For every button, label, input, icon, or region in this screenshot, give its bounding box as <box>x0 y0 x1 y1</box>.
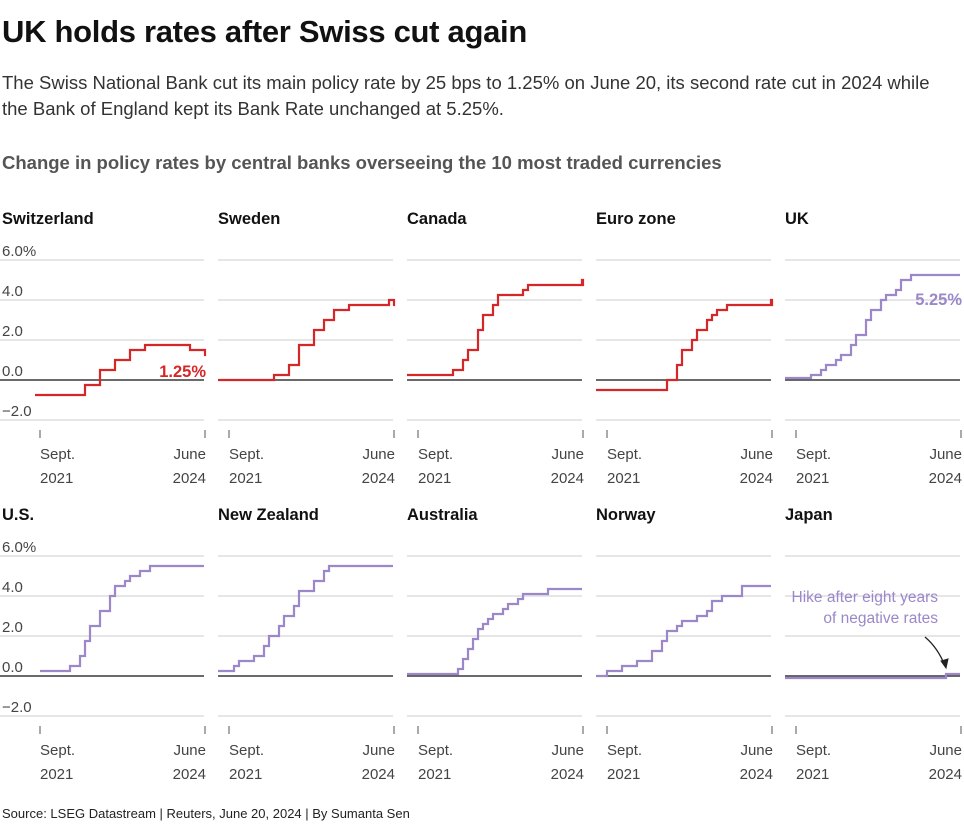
x-tick-label: 2024 <box>929 766 962 783</box>
annotation-text: Hike after eight years <box>792 589 939 606</box>
y-tick-label: −2.0 <box>2 403 32 420</box>
series-line <box>407 278 585 377</box>
y-tick-label: −2.0 <box>2 699 32 716</box>
y-tick-label: 0.0 <box>2 363 23 380</box>
panel-title: New Zealand <box>218 506 319 524</box>
x-tick-label: June <box>173 742 206 759</box>
x-tick-label: 2021 <box>607 470 640 487</box>
chart-title: UK holds rates after Swiss cut again <box>2 14 527 49</box>
series-line <box>40 564 204 673</box>
x-tick-label: Sept. <box>607 446 642 463</box>
x-tick-label: 2024 <box>740 470 773 487</box>
series-line <box>596 584 771 678</box>
x-tick-label: Sept. <box>418 742 453 759</box>
x-tick-label: 2021 <box>40 470 73 487</box>
x-tick-label: June <box>362 446 395 463</box>
x-tick-label: June <box>173 446 206 463</box>
panel-title: Sweden <box>218 210 280 228</box>
panel-title: Australia <box>407 506 478 524</box>
x-tick-label: June <box>551 446 584 463</box>
x-tick-label: Sept. <box>418 446 453 463</box>
x-tick-label: 2024 <box>740 766 773 783</box>
end-value-label: 5.25% <box>915 291 962 309</box>
x-tick-label: 2021 <box>229 766 262 783</box>
panel-title: Switzerland <box>2 210 94 228</box>
x-tick-label: 2021 <box>418 470 451 487</box>
x-tick-label: 2021 <box>418 766 451 783</box>
series-line <box>218 564 393 673</box>
y-tick-label: 0.0 <box>2 659 23 676</box>
chart-subtitle: The Swiss National Bank cut its main pol… <box>2 72 930 119</box>
panel-title: Japan <box>785 506 833 524</box>
x-tick-label: Sept. <box>229 446 264 463</box>
x-tick-label: Sept. <box>229 742 264 759</box>
panel-title: Euro zone <box>596 210 676 228</box>
x-tick-label: June <box>362 742 395 759</box>
x-tick-label: 2021 <box>796 470 829 487</box>
x-tick-label: 2021 <box>796 766 829 783</box>
source-note: Source: LSEG Datastream | Reuters, June … <box>2 806 410 821</box>
series-line <box>785 273 960 380</box>
y-tick-label: 6.0% <box>2 243 36 260</box>
x-tick-label: 2024 <box>551 470 584 487</box>
x-tick-label: 2021 <box>40 766 73 783</box>
y-tick-label: 4.0 <box>2 283 23 300</box>
annotation-arrowhead <box>940 658 949 670</box>
x-tick-label: 2021 <box>607 766 640 783</box>
series-line <box>407 587 582 676</box>
y-tick-label: 4.0 <box>2 579 23 596</box>
x-tick-label: 2024 <box>362 470 395 487</box>
x-tick-label: Sept. <box>40 446 75 463</box>
x-tick-label: 2021 <box>229 470 262 487</box>
x-tick-label: 2024 <box>362 766 395 783</box>
y-tick-label: 2.0 <box>2 323 23 340</box>
x-tick-label: June <box>551 742 584 759</box>
x-tick-label: 2024 <box>929 470 962 487</box>
x-tick-label: Sept. <box>607 742 642 759</box>
x-tick-label: June <box>740 446 773 463</box>
y-tick-label: 2.0 <box>2 619 23 636</box>
chart-heading: Change in policy rates by central banks … <box>2 152 722 173</box>
x-tick-label: Sept. <box>40 742 75 759</box>
end-value-label: 1.25% <box>159 363 206 381</box>
x-tick-label: 2024 <box>551 766 584 783</box>
series-line <box>596 298 774 392</box>
x-tick-label: June <box>740 742 773 759</box>
panel-title: U.S. <box>2 506 34 524</box>
x-tick-label: June <box>929 742 962 759</box>
x-tick-label: June <box>929 446 962 463</box>
panel-title: Norway <box>596 506 656 524</box>
panel-title: UK <box>785 210 809 228</box>
x-tick-label: Sept. <box>796 446 831 463</box>
series-line <box>218 298 396 382</box>
x-tick-label: 2024 <box>173 766 206 783</box>
x-tick-label: 2024 <box>173 470 206 487</box>
panel-title: Canada <box>407 210 467 228</box>
y-tick-label: 6.0% <box>2 539 36 556</box>
series-line <box>785 672 960 680</box>
x-tick-label: Sept. <box>796 742 831 759</box>
annotation-text: of negative rates <box>823 610 938 627</box>
series-line <box>35 343 207 397</box>
